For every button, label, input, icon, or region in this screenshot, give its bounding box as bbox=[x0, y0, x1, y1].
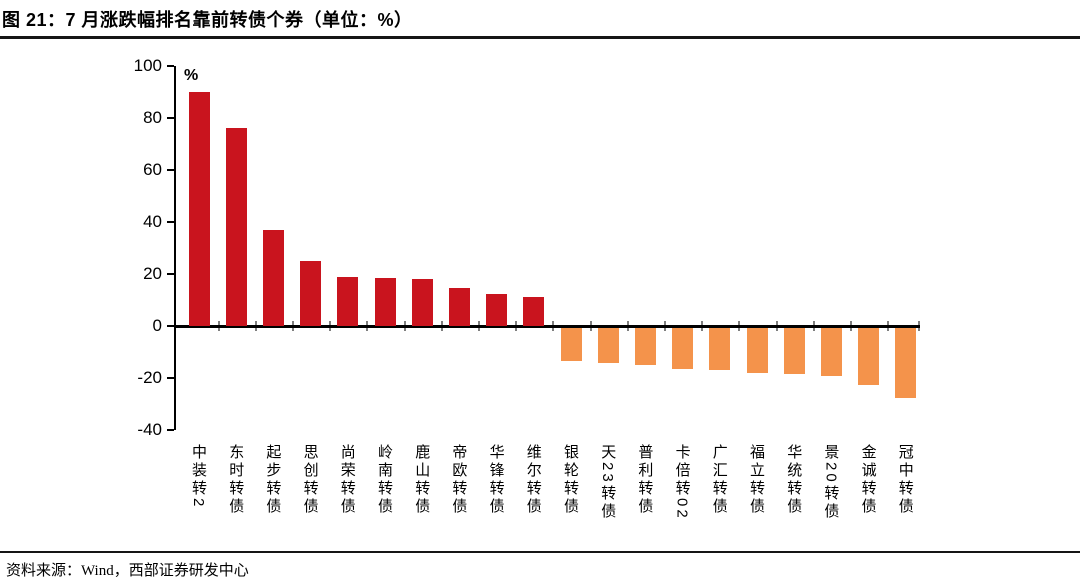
y-axis-label: 40 bbox=[143, 212, 162, 231]
figure-title: 图 21：7 月涨跌幅排名靠前转债个券（单位：%） bbox=[2, 10, 413, 30]
bar-天23转债 bbox=[597, 327, 619, 363]
bar-东时转债 bbox=[225, 128, 247, 326]
bar-福立转债 bbox=[746, 327, 768, 373]
x-axis-label: 东时转债 bbox=[227, 444, 245, 516]
y-axis-label: 100 bbox=[133, 56, 162, 75]
y-axis-label: -20 bbox=[137, 368, 162, 387]
source-note: 资料来源：Wind，西部证券研发中心 bbox=[6, 563, 249, 579]
x-axis-label: 卡倍转02 bbox=[673, 444, 691, 521]
x-axis-label: 景20转债 bbox=[822, 444, 840, 521]
x-axis-label: 金诚转债 bbox=[859, 444, 877, 516]
bar-华统转债 bbox=[783, 327, 805, 375]
x-axis-label: 维尔转债 bbox=[524, 444, 542, 516]
x-axis-label: 天23转债 bbox=[599, 444, 617, 521]
bar-华锋转债 bbox=[486, 293, 508, 326]
bar-思创转债 bbox=[300, 261, 322, 326]
bar-广汇转债 bbox=[709, 327, 731, 371]
x-axis-label: 岭南转债 bbox=[376, 444, 393, 516]
y-axis-label: 0 bbox=[152, 316, 162, 335]
x-axis-label: 福立转债 bbox=[748, 444, 765, 516]
y-axis-tick bbox=[167, 325, 174, 327]
x-axis-label: 广汇转债 bbox=[710, 444, 728, 516]
bar-起步转债 bbox=[262, 229, 284, 326]
x-axis-label: 冠中转债 bbox=[896, 444, 914, 516]
y-axis-label: -40 bbox=[137, 420, 162, 439]
y-axis-tick bbox=[167, 169, 174, 171]
bar-银轮转债 bbox=[560, 327, 582, 362]
y-axis-unit-label: % bbox=[184, 67, 199, 84]
y-axis-tick bbox=[167, 429, 174, 431]
x-axis-label: 华锋转债 bbox=[487, 444, 505, 516]
x-axis-label: 中装转2 bbox=[190, 444, 207, 510]
bar-中装转2 bbox=[188, 92, 210, 326]
bar-卡倍转02 bbox=[672, 327, 694, 370]
x-axis-label: 起步转债 bbox=[264, 444, 282, 516]
x-axis-label: 尚荣转债 bbox=[338, 444, 356, 516]
y-axis-line bbox=[174, 66, 176, 430]
x-axis-label: 银轮转债 bbox=[562, 444, 579, 516]
bar-金诚转债 bbox=[858, 327, 880, 385]
bar-岭南转债 bbox=[374, 277, 396, 326]
x-axis-label: 帝欧转债 bbox=[450, 444, 468, 516]
y-axis-label: 20 bbox=[143, 264, 162, 283]
bar-景20转债 bbox=[820, 327, 842, 376]
x-axis-label: 思创转债 bbox=[301, 444, 319, 516]
bar-帝欧转债 bbox=[448, 288, 470, 326]
y-axis-label: 80 bbox=[143, 108, 162, 127]
footer-divider bbox=[0, 551, 1080, 553]
y-axis-tick bbox=[167, 117, 174, 119]
y-axis-label: 60 bbox=[143, 160, 162, 179]
x-axis-line bbox=[174, 325, 920, 328]
x-axis-label: 普利转债 bbox=[636, 444, 654, 516]
bar-冠中转债 bbox=[895, 327, 917, 398]
x-axis-label: 华统转债 bbox=[785, 444, 803, 516]
x-axis-label: 鹿山转债 bbox=[413, 444, 431, 516]
y-axis-tick bbox=[167, 65, 174, 67]
y-axis-tick bbox=[167, 221, 174, 223]
bar-鹿山转债 bbox=[411, 279, 433, 326]
bar-普利转债 bbox=[634, 327, 656, 366]
y-axis-tick bbox=[167, 273, 174, 275]
bar-尚荣转债 bbox=[337, 276, 359, 326]
y-axis-tick bbox=[167, 377, 174, 379]
title-divider bbox=[0, 36, 1080, 39]
bar-维尔转债 bbox=[523, 297, 545, 326]
